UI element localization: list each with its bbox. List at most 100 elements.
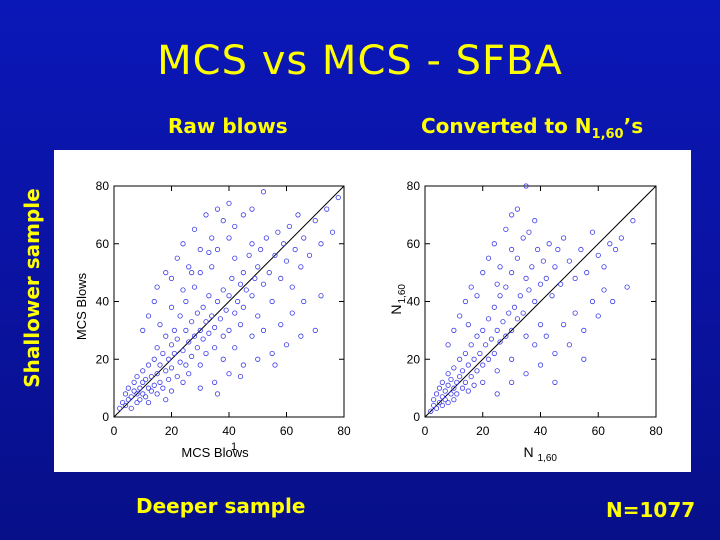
chart2-y-tick-label: 20 [407, 352, 421, 366]
chart1-data-point [189, 319, 195, 325]
chart2-x-tick-label: 60 [592, 424, 606, 438]
chart2-data-point [537, 322, 544, 328]
chart1-data-point [180, 379, 186, 385]
chart2-data-point [485, 356, 492, 362]
chart1-data-point [272, 362, 278, 368]
chart1-data-point [263, 235, 269, 241]
chart1-data-point [143, 376, 149, 383]
chart1-data-point [235, 298, 241, 305]
chart2-data-point [555, 246, 561, 253]
chart1-data-point [186, 339, 192, 345]
chart1-data-point [237, 373, 244, 380]
chart2-data-point [445, 399, 451, 406]
chart1-data-point [258, 246, 264, 253]
chart1-data-point [260, 327, 267, 333]
chart1-data-point [229, 275, 235, 281]
chart1-data-point [298, 264, 304, 270]
chart1-data-point [194, 345, 200, 351]
chart2-data-point [523, 183, 529, 189]
chart2-data-point [584, 270, 590, 276]
chart2-data-point [445, 342, 451, 348]
chart1-data-point [214, 206, 221, 212]
chart1-data-point [197, 362, 203, 368]
chart1-data-point [148, 373, 154, 380]
chart1-data-point [128, 394, 134, 400]
chart2-data-point [610, 298, 616, 305]
chart1-data-point [122, 402, 129, 409]
chart1-data-point [137, 397, 143, 403]
chart2-data-point [442, 388, 448, 394]
chart1-data-point [226, 200, 232, 206]
chart2-data-point [459, 368, 466, 374]
chart1-data-point [160, 350, 166, 357]
chart1-data-point [154, 391, 160, 397]
chart2-data-point [572, 310, 578, 316]
chart2-data-point [445, 371, 451, 377]
chart1-data-point [206, 293, 212, 299]
chart2-reference-line [424, 185, 657, 418]
chart1-data-point [240, 270, 246, 276]
chart2-data-point [601, 264, 607, 270]
chart1-data-point [191, 333, 198, 339]
chart2-data-point [462, 350, 469, 357]
chart1-data-point [246, 252, 252, 258]
chart2-data-point [514, 316, 520, 322]
chart2-data-point [612, 246, 619, 253]
chart1-x-tick-label: 20 [165, 424, 179, 438]
chart2-data-point [549, 293, 555, 299]
chart1-data-point [177, 359, 183, 365]
chart1-data-point [209, 235, 215, 241]
chart2-data-point [503, 284, 509, 290]
chart2-data-point [448, 376, 454, 383]
chart1-data-point [206, 330, 212, 336]
chart1-data-point [298, 333, 304, 339]
chart2-data-point [509, 327, 515, 333]
chart1-x-tick-label: 80 [337, 424, 351, 438]
chart2-data-point [471, 382, 477, 388]
chart-panel: 0 20 40 60 80 0 20 40 60 80 MCS Blows MCS Blows 1 0 20… [54, 150, 691, 472]
chart1-data-point [183, 362, 189, 368]
chart2-data-point [451, 385, 457, 391]
chart1-data-point [197, 270, 203, 276]
left-chart-heading: Raw blows [168, 114, 288, 138]
chart1-data-point [232, 223, 238, 230]
chart2-data-point [497, 339, 503, 345]
chart2-data-point [494, 281, 500, 287]
chart1-data-point [191, 226, 198, 232]
chart1-data-point [125, 397, 131, 403]
chart1-data-point [148, 388, 154, 394]
chart1-data-point [324, 206, 330, 212]
chart1-data-point [312, 327, 318, 333]
chart1-data-point [151, 356, 157, 362]
chart2-data-point [540, 258, 546, 264]
chart1-y-tick-label: 0 [102, 410, 109, 424]
chart1-data-point [145, 313, 152, 319]
chart2-data-point [500, 319, 506, 325]
chart2-data-point [520, 235, 526, 241]
chart1-x-tick-label: 40 [222, 424, 236, 438]
chart1-data-point [168, 388, 175, 394]
chart2-data-point [509, 246, 515, 253]
chart2-data-point [480, 327, 486, 333]
chart2-data-point [480, 270, 486, 276]
chart1-data-point [157, 322, 163, 328]
slide-title: MCS vs MCS - SFBA [157, 38, 563, 84]
chart1-data-point [318, 293, 324, 299]
chart1-data-point [145, 362, 152, 368]
chart1-data-point [212, 324, 218, 331]
chart2-data-point [428, 408, 434, 414]
chart2-y-axis-label-group: N1,60 [388, 284, 408, 315]
chart1-y-tick-label: 20 [96, 352, 110, 366]
chart2-data-point [546, 241, 552, 247]
chart2-data-point [572, 275, 578, 281]
chart2-data-point [459, 385, 466, 391]
chart2-data-point [462, 298, 469, 305]
chart2-data-point [558, 281, 564, 287]
chart1-data-point [249, 241, 255, 247]
chart2-data-point [491, 304, 497, 310]
chart1-data-point [163, 333, 169, 339]
chart2-data-point [560, 322, 567, 328]
chart2-data-point [439, 394, 445, 400]
chart2-data-point [431, 402, 437, 409]
chart1-data-point [154, 371, 160, 377]
